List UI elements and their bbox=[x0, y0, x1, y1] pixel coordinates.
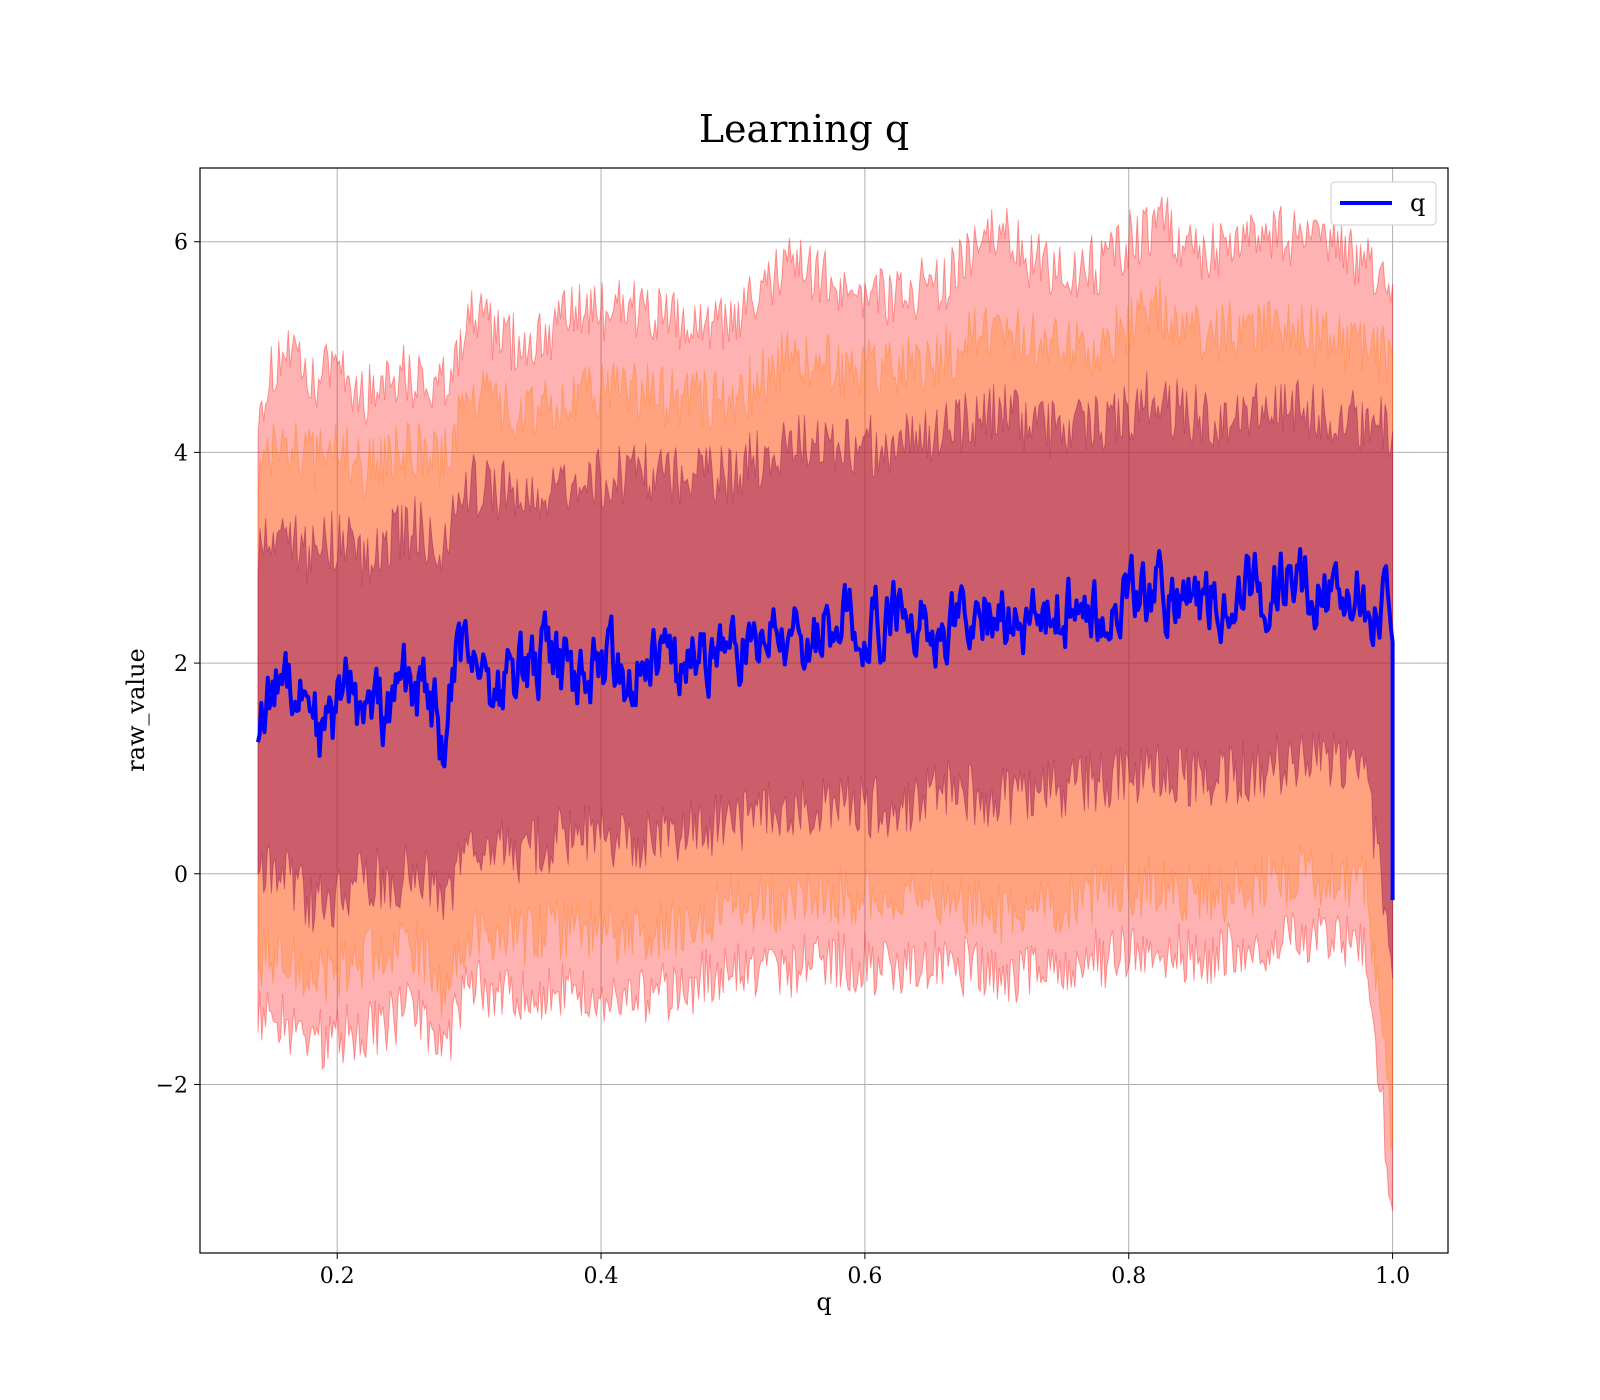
legend-label-q: q bbox=[1410, 189, 1425, 217]
chart-title: Learning q bbox=[699, 107, 909, 151]
series-lines bbox=[256, 547, 1395, 901]
x-tick-label: 0.2 bbox=[320, 1264, 355, 1289]
y-axis-label: raw_value bbox=[122, 648, 150, 772]
y-tick-label: 4 bbox=[174, 441, 188, 466]
confidence-band bbox=[257, 371, 1394, 980]
y-tick-label: −2 bbox=[156, 1073, 188, 1098]
x-tick-label: 1.0 bbox=[1375, 1264, 1410, 1289]
series-line-q bbox=[256, 547, 1395, 901]
x-tick-label: 0.6 bbox=[847, 1264, 882, 1289]
legend: q bbox=[1330, 181, 1437, 226]
confidence-band bbox=[257, 196, 1394, 1211]
plot-frame bbox=[199, 167, 1449, 1254]
confidence-bands bbox=[257, 196, 1394, 1211]
x-axis-label: q bbox=[816, 1288, 831, 1316]
confidence-band bbox=[257, 277, 1394, 1151]
y-tick-label: 6 bbox=[174, 231, 188, 256]
grid bbox=[200, 168, 1448, 1253]
y-tick-label: 0 bbox=[174, 863, 188, 888]
y-tick-label: 2 bbox=[174, 652, 188, 677]
axis-ticks: 0.2 0.4 0.6 0.8 1.0 −2 0 2 4 6 bbox=[156, 231, 1411, 1289]
x-tick-label: 0.8 bbox=[1111, 1264, 1146, 1289]
x-tick-label: 0.4 bbox=[584, 1264, 619, 1289]
